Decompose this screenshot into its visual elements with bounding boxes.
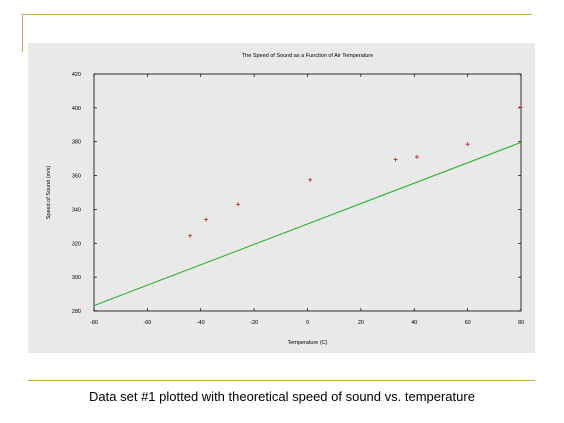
theoretical-line: [93, 141, 522, 307]
x-tick-label: -60: [143, 320, 151, 326]
y-tick-label: 400: [72, 106, 81, 112]
x-tick-label: -40: [197, 320, 205, 326]
data-point: [236, 202, 241, 207]
y-axis-label: Speed of Sound (m/s): [46, 166, 52, 220]
slide-caption: Data set #1 plotted with theoretical spe…: [89, 389, 475, 404]
data-point: [188, 233, 193, 238]
y-tick-label: 300: [72, 275, 81, 281]
left-rule: [22, 14, 23, 52]
chart-title: The Speed of Sound as a Function of Air …: [242, 53, 373, 59]
x-tick-label: 40: [411, 320, 417, 326]
x-tick-label: 80: [518, 320, 524, 326]
y-tick-label: 320: [72, 241, 81, 247]
x-tick-label: 60: [465, 320, 471, 326]
chart-svg: The Speed of Sound as a Function of Air …: [28, 43, 535, 353]
chart-panel: The Speed of Sound as a Function of Air …: [28, 43, 535, 353]
data-point: [204, 217, 209, 222]
data-point: [308, 177, 313, 182]
data-point: [414, 154, 419, 159]
top-rule: [22, 14, 532, 15]
y-tick-label: 340: [72, 207, 81, 213]
y-tick-label: 280: [72, 309, 81, 315]
x-tick-label: -80: [90, 320, 98, 326]
x-axis-label: Temperature (C): [287, 340, 327, 346]
y-tick-label: 420: [72, 72, 81, 78]
x-tick-label: -20: [250, 320, 258, 326]
x-tick-label: 0: [306, 320, 309, 326]
bottom-rule: [28, 380, 535, 381]
data-point: [519, 105, 523, 110]
x-tick-label: 20: [358, 320, 364, 326]
y-tick-label: 380: [72, 140, 81, 146]
chart-background: [28, 43, 535, 353]
data-point: [465, 142, 470, 147]
y-tick-label: 360: [72, 174, 81, 180]
data-point: [393, 157, 398, 162]
